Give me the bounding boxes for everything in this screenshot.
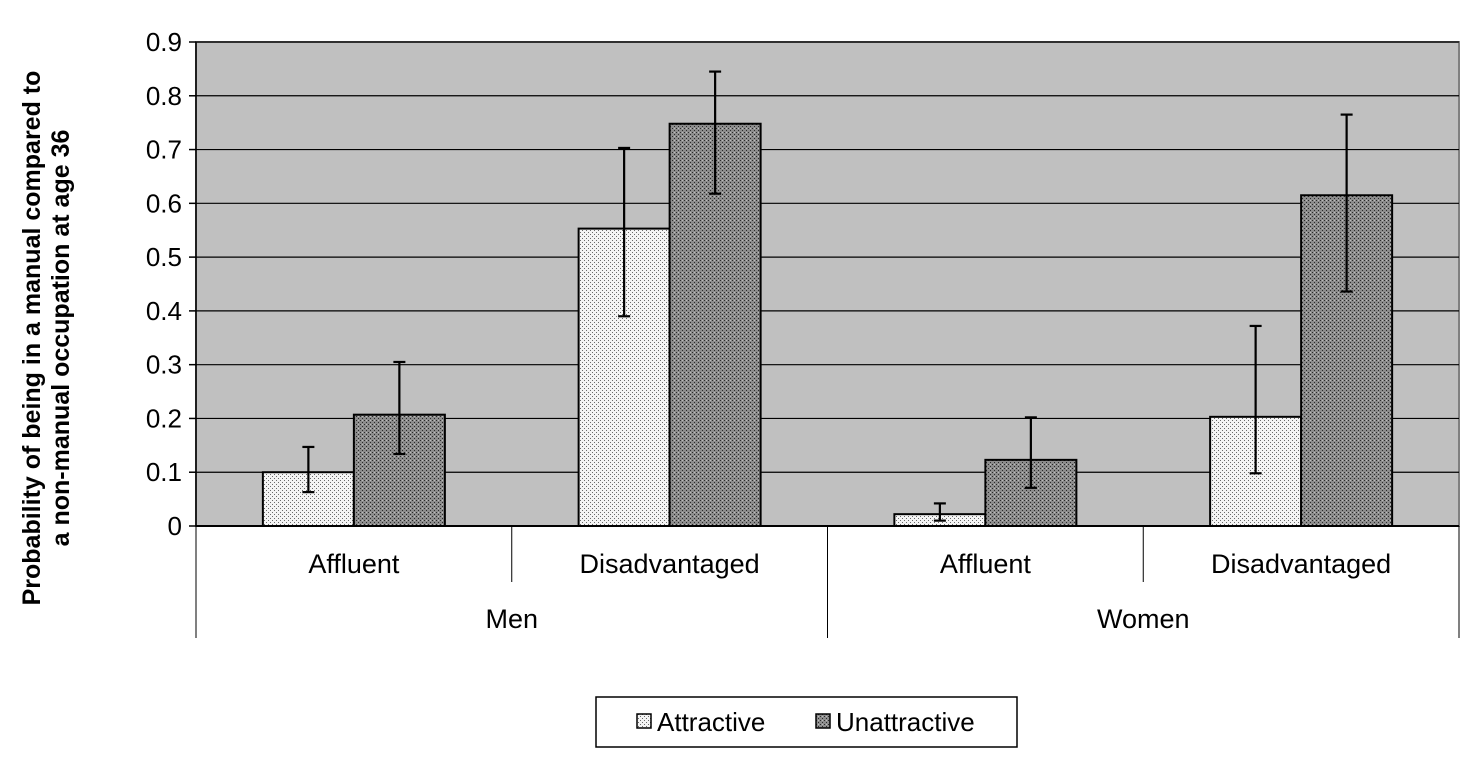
y-axis-title-line-2: a non-manual occupation at age 36 [47, 130, 75, 547]
x-group-label: Women [1097, 604, 1190, 634]
y-tick-label: 0.1 [146, 457, 182, 487]
legend: Attractive Unattractive [595, 696, 1018, 748]
y-axis: 0 0.1 0.2 0.3 0.4 0.5 0.6 0.7 0.8 0.9 [146, 27, 197, 541]
legend-label-attractive: Attractive [657, 707, 765, 737]
y-tick-label: 0.7 [146, 135, 182, 165]
y-tick-label: 0.5 [146, 242, 182, 272]
y-tick-label: 0.4 [146, 296, 182, 326]
legend-swatch-unattractive [815, 713, 831, 729]
x-category-label: Disadvantaged [580, 549, 760, 579]
x-axis: Affluent Disadvantaged Affluent Disadvantag… [195, 525, 1460, 638]
y-tick-label: 0.3 [146, 350, 182, 380]
y-tick-label: 0.6 [146, 188, 182, 218]
x-group-label: Men [485, 604, 538, 634]
y-axis-title: Probability of being in a manual compare… [18, 71, 75, 606]
y-tick-label: 0.9 [146, 27, 182, 57]
bars [261, 122, 1394, 528]
bar-unattractive-disadvantaged [668, 122, 762, 528]
legend-swatch-attractive [636, 713, 652, 729]
legend-label-unattractive: Unattractive [836, 707, 975, 737]
error-bars [302, 70, 1353, 522]
x-category-label: Affluent [940, 549, 1032, 579]
legend-box [595, 696, 1018, 748]
y-tick-label: 0 [168, 511, 182, 541]
x-category-label: Affluent [308, 549, 400, 579]
y-axis-title-line-1: Probability of being in a manual compare… [18, 71, 46, 606]
y-tick-label: 0.8 [146, 81, 182, 111]
y-tick-label: 0.2 [146, 403, 182, 433]
x-category-label: Disadvantaged [1211, 549, 1391, 579]
